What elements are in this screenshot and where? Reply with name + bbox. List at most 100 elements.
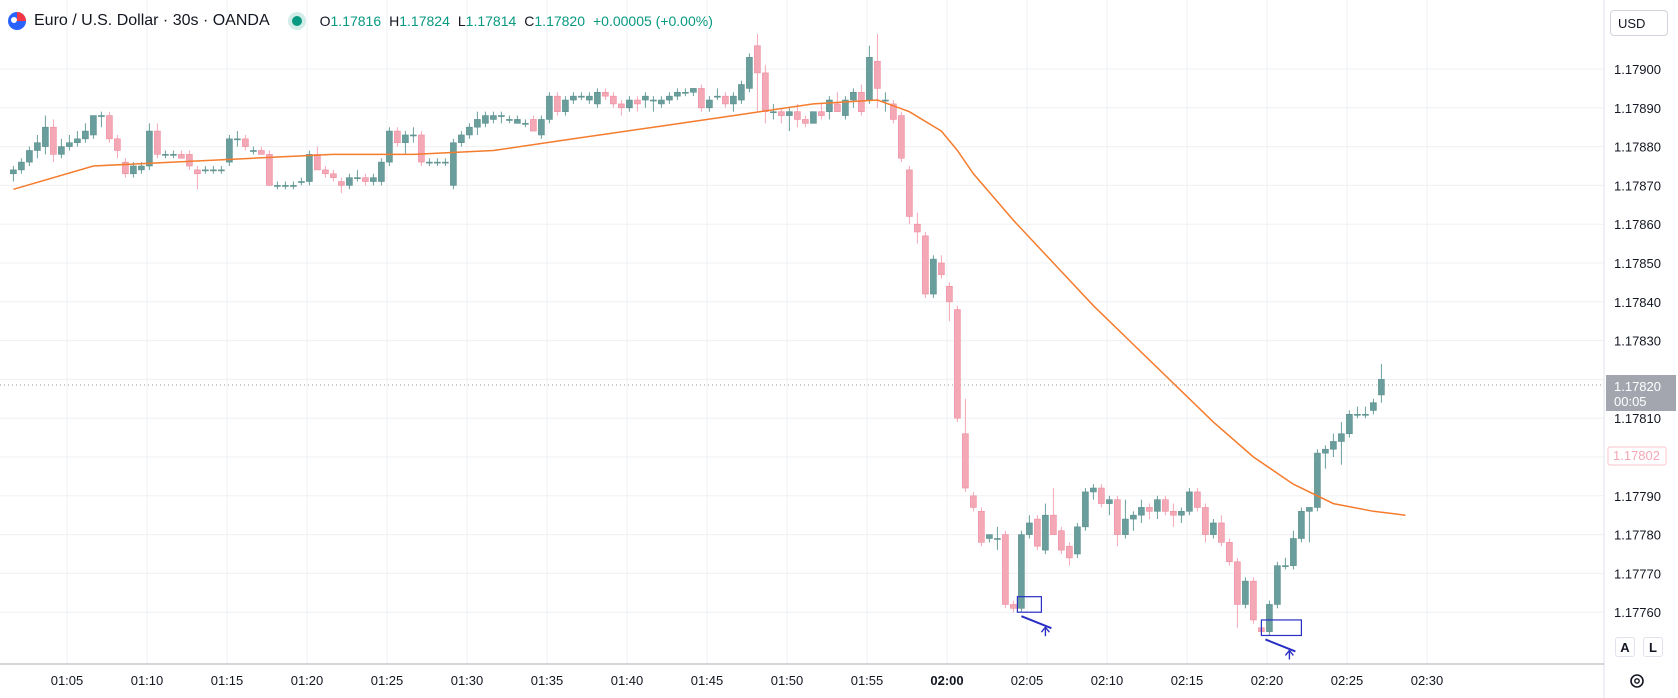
candle [970,491,977,512]
candle [490,111,497,124]
price-tick-label: 1.17860 [1614,217,1661,232]
candle [466,123,473,139]
annotation-box[interactable] [1260,619,1303,660]
candle [146,123,153,170]
price-tick-label: 1.17850 [1614,256,1661,271]
candle [250,146,257,155]
candle [1026,515,1033,539]
candle [1362,406,1369,419]
candle [242,134,249,151]
time-tick-label: 01:20 [291,673,324,688]
candle [330,169,337,182]
candle [474,111,481,135]
candle [586,92,593,104]
price-tick-label: 1.17870 [1614,178,1661,193]
candle [98,111,105,128]
log-scale-button[interactable]: L [1643,637,1663,657]
candle [10,166,17,182]
market-status-icon[interactable] [291,16,302,26]
candle [594,88,601,108]
candle [1218,515,1225,547]
candle [346,173,353,190]
candle [1018,530,1025,613]
time-scale[interactable]: 01:05 01:10 01:15 01:20 01:25 01:30 01:35 01:40… [51,673,1444,688]
candle [426,158,433,166]
candle [234,131,241,147]
currency-selector[interactable]: USD [1610,10,1668,36]
chart-legend: Euro / U.S. Dollar · 30s · OANDA O1.1781… [8,10,721,32]
time-tick-label: 01:55 [851,673,884,688]
candle [42,115,49,155]
candle [658,96,665,108]
price-tick-label: 1.17810 [1614,411,1661,426]
candle [794,103,801,128]
candle [522,119,529,128]
candle [1114,495,1121,547]
candle [170,150,177,159]
candlestick-series [10,34,1385,636]
candle [546,92,553,124]
symbol-title[interactable]: Euro / U.S. Dollar · 30s · OANDA [34,12,270,29]
ohlc-key: O [319,13,331,29]
price-scale[interactable]: 1.17900 1.17890 1.17880 1.17870 1.17860 1.178… [1614,62,1661,620]
candle [770,103,777,120]
candle [258,146,265,155]
candle [978,507,985,547]
candle [122,158,129,178]
candle [986,534,993,543]
drawing-annotations[interactable] [1016,596,1303,660]
auto-scale-button[interactable]: A [1615,637,1635,657]
candle [634,96,641,112]
candle [538,115,545,139]
candle [162,150,169,159]
candle [1170,503,1177,527]
candle [386,127,393,166]
candle [682,88,689,97]
ma-price-label: 1.17802 [1607,446,1667,466]
candle [1002,530,1009,609]
candle [378,158,385,186]
candle [410,127,417,143]
time-tick-label: 01:50 [771,673,804,688]
candle [554,92,561,116]
candle [154,123,161,159]
candle [194,166,201,190]
candle [1314,449,1321,512]
candle [1266,600,1273,636]
candle [1146,503,1153,520]
candle [578,92,585,101]
candle [642,92,649,108]
candle [1042,503,1049,554]
candle [962,398,969,492]
candle [1306,507,1313,543]
candle [1090,484,1097,500]
candle [1178,507,1185,523]
candle [1378,363,1385,403]
candle [1162,495,1169,516]
candle [786,107,793,132]
candle [650,96,657,112]
candle [1066,542,1073,566]
annotation-box[interactable] [1016,596,1052,637]
tradingview-logo-icon[interactable] [8,12,26,30]
candle [306,150,313,186]
candle [1250,577,1257,624]
bar-countdown: 00:05 [1614,394,1647,409]
price-tick-label: 1.17900 [1614,62,1661,77]
ohlc-key: H [389,13,400,29]
candle [114,134,121,159]
gear-icon[interactable] [1628,672,1646,690]
candle [298,177,305,186]
candle [874,34,881,108]
candle [1106,495,1113,516]
candle [818,103,825,120]
candle [82,123,89,143]
candle [514,115,521,124]
candle [66,134,73,151]
candle [498,111,505,124]
time-tick-label: 01:45 [691,673,724,688]
moving-average-line [13,99,1406,516]
time-tick-label: 02:15 [1171,673,1204,688]
candle [290,181,297,190]
